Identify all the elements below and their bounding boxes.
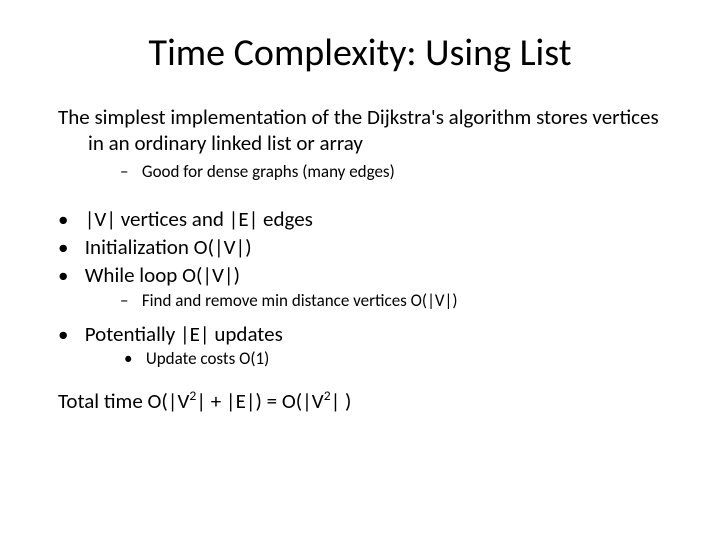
update-sub-bullet: • Update costs O(1)	[124, 348, 670, 370]
bullet-initialization: • Initialization O(|V|)	[58, 233, 670, 261]
bullet-text-pre: Potentially	[85, 321, 180, 347]
bullet-bigO: O(|V|)	[194, 234, 252, 260]
spacer	[50, 185, 670, 205]
superscript: 2	[324, 387, 331, 404]
intro-text: The simplest implementation of the Dijks…	[58, 104, 670, 157]
while-sub-dash: – Find and remove min distance vertices …	[120, 290, 670, 312]
bullet-icon: •	[58, 205, 80, 233]
total-o-part3: | )	[331, 388, 352, 414]
bullet-mid: |E|	[180, 321, 210, 347]
bullet-while-loop: • While loop O(|V|)	[58, 261, 670, 289]
dash-icon: –	[120, 161, 138, 183]
total-pre: Total time	[58, 388, 148, 414]
slide-title: Time Complexity: Using List	[50, 30, 670, 76]
bullet-updates: • Potentially |E| updates	[58, 320, 670, 348]
bullet-text: |V| vertices and |E| edges	[85, 206, 313, 232]
bullet-icon: •	[58, 261, 80, 289]
dash-icon: –	[120, 290, 138, 312]
bullet-icon: •	[124, 348, 142, 370]
sub-text-pre: Find and remove min distance vertices	[142, 290, 411, 311]
bullet-text-pre: While loop	[85, 262, 182, 288]
bullet-icon: •	[58, 320, 80, 348]
intro-sub-text: Good for dense graphs (many edges)	[142, 161, 395, 182]
sub-bigO: O(1)	[239, 348, 269, 369]
intro-sub-dash: – Good for dense graphs (many edges)	[120, 161, 670, 183]
bullet-bigO: O(|V|)	[182, 262, 240, 288]
bullet-icon: •	[58, 233, 80, 261]
slide-container: Time Complexity: Using List The simplest…	[0, 0, 720, 540]
total-o-part2: | + |E|) = O(|V	[196, 388, 323, 414]
total-o-part1: O(|V	[148, 388, 190, 414]
total-line: Total time O(|V2| + |E|) = O(|V2| )	[58, 388, 670, 414]
sub-text-pre: Update costs	[146, 348, 239, 369]
bullet-text-pre: Initialization	[85, 234, 194, 260]
sub-bigO: O(|V|)	[411, 290, 458, 311]
bullet-text-post: updates	[210, 321, 283, 347]
bullet-vertices-edges: • |V| vertices and |E| edges	[58, 205, 670, 233]
